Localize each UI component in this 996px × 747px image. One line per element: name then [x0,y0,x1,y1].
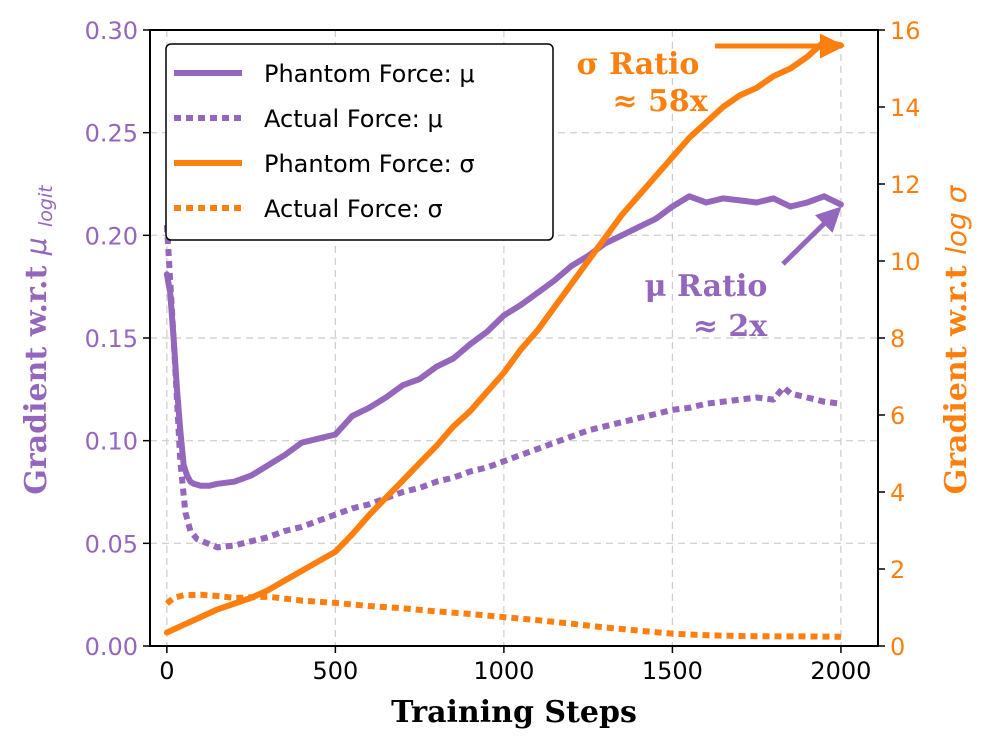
legend-label-phantom-sigma: Phantom Force: σ [264,150,475,178]
legend-box [165,43,554,241]
y-left-tick-label-6: 0.30 [85,17,138,45]
mu-ratio-value: ≈ 2x [693,309,768,344]
y-left-tick-label-2: 0.10 [85,428,138,456]
x-tick-label-4: 2000 [810,657,871,685]
y-right-axis-title-text: Gradient w.r.t [939,265,974,494]
y-left-tick-label-4: 0.20 [85,222,138,250]
y-right-tick-label-8: 16 [890,17,921,45]
y-right-tick-label-2: 4 [890,479,905,507]
y-right-axis-symbol: log σ [940,184,973,255]
series-actual-mu [163,224,842,551]
y-left-tick-label-3: 0.15 [85,325,138,353]
y-left-axis-symbol: μ [20,237,53,256]
y-right-tick-label-4: 8 [890,325,905,353]
y-left-axis-subscript: logit [35,184,57,227]
series-phantom-mu [163,193,844,489]
x-tick-label-3: 1500 [642,657,703,685]
legend-label-actual-mu: Actual Force: μ [264,105,443,133]
sigma-ratio-label: σ Ratio [577,47,700,82]
series-layer [163,38,844,640]
y-left-tick-label-1: 0.05 [85,530,138,558]
y-left-tick-label-0: 0.00 [85,633,138,661]
mu-ratio-arrow [781,206,842,266]
y-right-tick-label-5: 10 [890,248,921,276]
y-right-tick-label-6: 12 [890,171,921,199]
x-tick-label-0: 0 [159,657,174,685]
series-phantom-sigma [163,38,844,636]
y-right-axis-title: Gradient w.r.t log σ [939,184,974,494]
y-left-axis-title: Gradient w.r.t μ logit [19,184,57,495]
legend: Phantom Force: μ Actual Force: μ Phantom… [165,43,554,241]
sigma-ratio-annotation: σ Ratio ≈ 58x [577,33,845,119]
legend-label-actual-sigma: Actual Force: σ [264,195,443,223]
svg-text:Gradient w.r.t log σ: Gradient w.r.t log σ [939,184,974,494]
mu-ratio-annotation: μ Ratio ≈ 2x [645,206,842,344]
mu-ratio-label: μ Ratio [645,269,768,304]
y-right-tick-label-3: 6 [890,402,905,430]
series-actual-sigma [164,591,841,640]
y-right-tick-label-7: 14 [890,94,921,122]
svg-text:Gradient w.r.t μ l: Gradient w.r.t μ logit [19,184,57,495]
y-left-axis-title-text: Gradient w.r.t [19,266,54,495]
y-left-tick-label-5: 0.25 [85,120,138,148]
y-right-tick-label-1: 2 [890,556,905,584]
legend-label-phantom-mu: Phantom Force: μ [264,60,475,88]
x-tick-label-2: 1000 [473,657,534,685]
x-tick-label-1: 500 [312,657,358,685]
x-axis-title: Training Steps [391,695,637,730]
sigma-ratio-value: ≈ 58x [612,84,708,119]
y-right-tick-label-0: 0 [890,633,905,661]
ticks: 0 500 1000 1500 2000 0.00 0.05 0.10 0.15 0.20 0.25… [85,17,921,685]
